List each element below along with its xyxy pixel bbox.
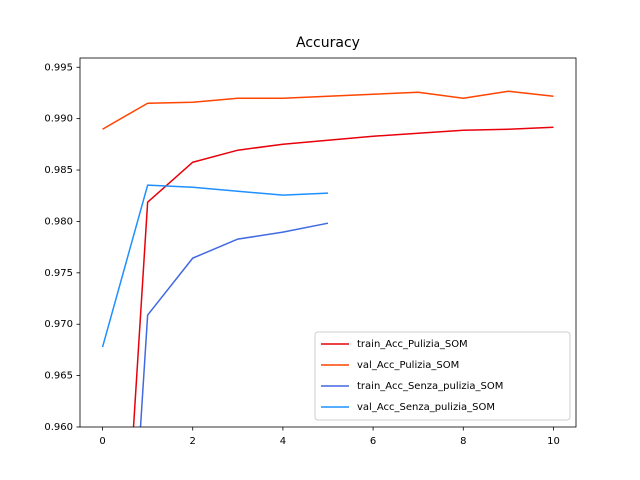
y-tick-label: 0.960	[44, 422, 73, 433]
legend-label: train_Acc_Pulizia_SOM	[357, 339, 468, 350]
y-tick-label: 0.985	[44, 165, 73, 176]
legend-label: val_Acc_Senza_pulizia_SOM	[357, 402, 495, 413]
y-tick-label: 0.965	[44, 371, 73, 382]
x-tick-label: 0	[99, 436, 105, 447]
chart-title: Accuracy	[296, 35, 360, 51]
axes-frame	[79, 57, 577, 428]
y-tick-label: 0.975	[44, 268, 73, 279]
legend-label: val_Acc_Pulizia_SOM	[357, 360, 459, 371]
legend-label: train_Acc_Senza_pulizia_SOM	[357, 381, 503, 392]
series-line	[101, 184, 329, 348]
legend-box	[314, 331, 571, 421]
series-line	[132, 126, 554, 427]
series-line	[139, 222, 329, 427]
x-tick-label: 4	[280, 436, 286, 447]
x-tick-label: 8	[460, 436, 466, 447]
y-tick-label: 0.980	[44, 216, 73, 227]
x-tick-label: 10	[547, 436, 560, 447]
plot-area	[101, 90, 554, 427]
x-tick-label: 6	[370, 436, 376, 447]
y-tick-label: 0.995	[44, 62, 73, 73]
y-tick-label: 0.990	[44, 114, 73, 125]
series-line	[102, 90, 554, 130]
x-tick-label: 2	[190, 436, 196, 447]
y-tick-label: 0.970	[44, 319, 73, 330]
